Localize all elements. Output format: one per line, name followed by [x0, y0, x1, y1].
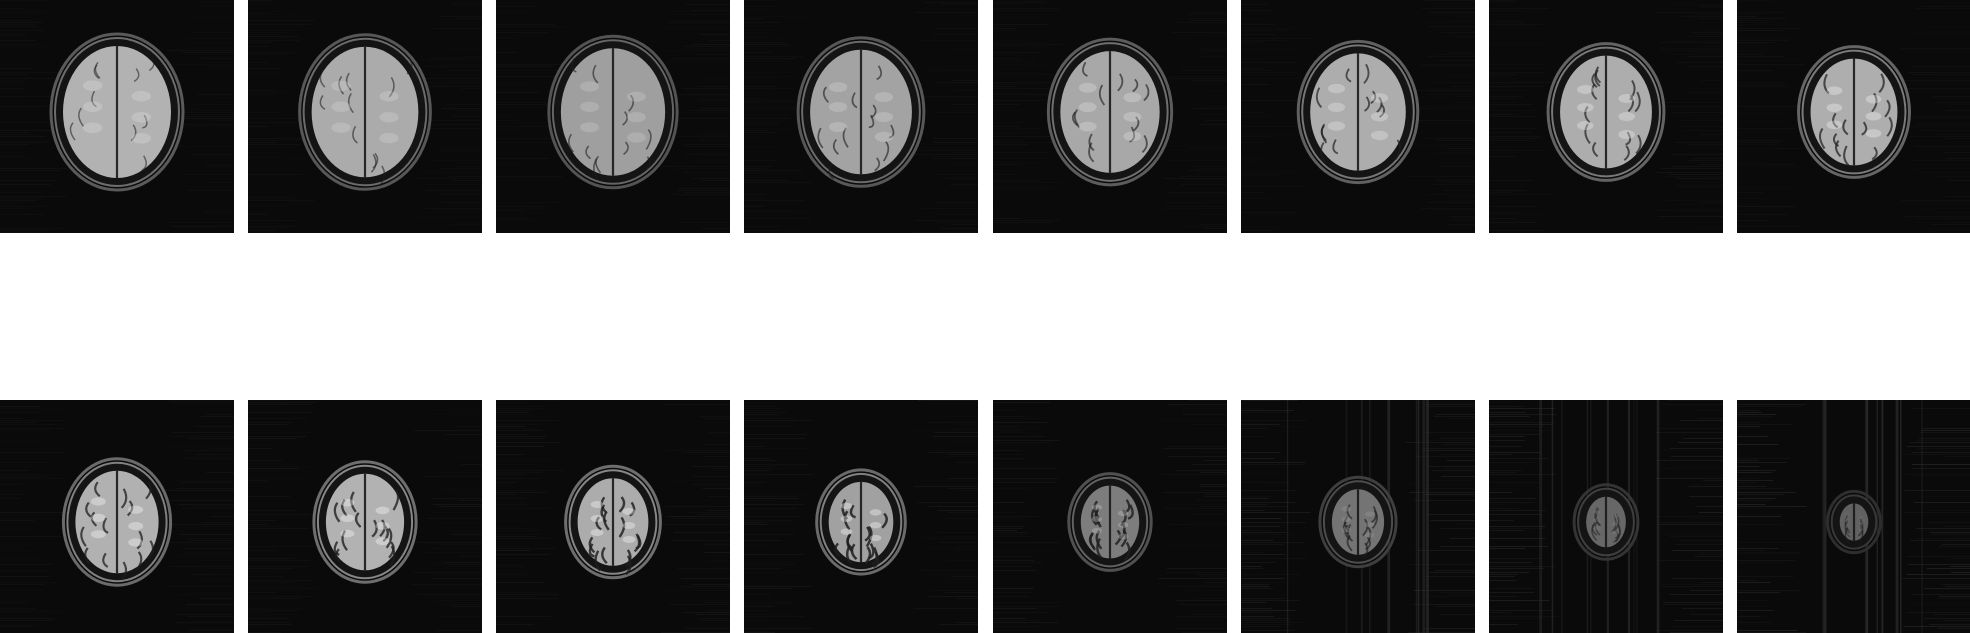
mri-slice-tile — [993, 0, 1227, 233]
mri-slice-tile — [1241, 400, 1475, 633]
mri-slice-image — [1489, 0, 1723, 233]
mri-slice-tile — [248, 400, 482, 633]
mri-slice-image — [1737, 400, 1970, 633]
mri-slice-image — [993, 0, 1227, 233]
mri-slice-image — [248, 400, 482, 633]
mri-slice-image — [248, 0, 482, 233]
mri-slice-tile — [1241, 0, 1475, 233]
mri-slice-tile — [744, 0, 978, 233]
mri-slice-image — [1489, 400, 1723, 633]
mri-slice-tile — [1489, 400, 1723, 633]
mri-slice-image — [0, 400, 234, 633]
mri-slice-image — [496, 400, 730, 633]
mri-slice-tile — [1737, 0, 1970, 233]
mri-slice-image — [1241, 400, 1475, 633]
mri-slice-image — [1737, 0, 1970, 233]
mri-slice-tile — [993, 400, 1227, 633]
mri-slice-tile — [496, 0, 730, 233]
mri-slice-tile — [1489, 0, 1723, 233]
mri-slice-image — [993, 400, 1227, 633]
mri-slice-image — [0, 0, 234, 233]
mri-slice-tile — [744, 400, 978, 633]
mri-slice-tile — [0, 0, 234, 233]
mri-slice-image — [744, 400, 978, 633]
mri-slice-tile — [248, 0, 482, 233]
mri-slice-image — [1241, 0, 1475, 233]
mri-slice-tile — [496, 400, 730, 633]
mri-slice-image — [496, 0, 730, 233]
mri-slice-tile — [0, 400, 234, 633]
mri-slice-tile — [1737, 400, 1970, 633]
mri-slice-image — [744, 0, 978, 233]
